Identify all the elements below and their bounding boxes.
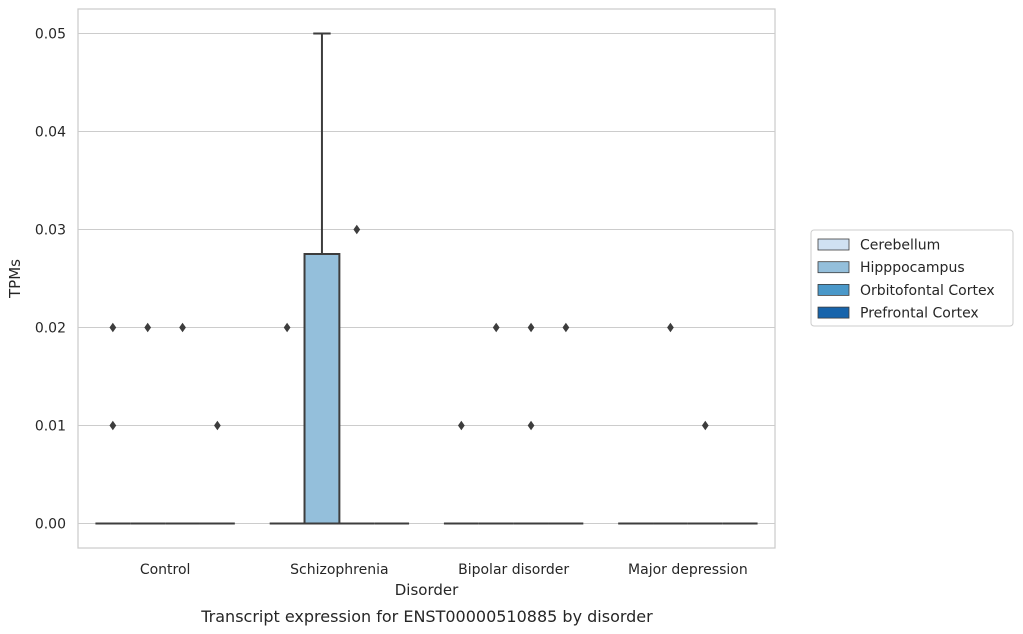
legend-frame [810,229,1014,327]
legend-swatch-cerebellum [817,238,850,251]
legend-label-cerebellum: Cerebellum [860,238,940,254]
y-tick-label: 0.04 [35,125,66,141]
chart-caption: Transcript expression for ENST0000051088… [200,607,653,626]
y-tick-label: 0.01 [35,419,66,435]
outlier-point [353,224,361,235]
box-control-cerebellum [95,322,131,525]
x-tick-label: Major depression [628,562,748,578]
box-bipolar-disorder-orbitofontal-cortex [513,322,549,525]
plot-frame [77,8,776,549]
legend-swatch-orbitofontal-cortex [817,283,850,296]
box-bipolar-disorder-prefrontal-cortex [548,322,584,525]
x-tick-label: Control [140,562,191,578]
outlier-point [109,322,117,333]
outlier-point [527,420,535,431]
outlier-point [527,322,535,333]
legend-label-orbitofontal-cortex: Orbitofontal Cortex [860,283,995,299]
outlier-point [214,420,221,431]
box-schizophrenia-orbitofontal-cortex [339,224,375,525]
box-control-orbitofontal-cortex [165,322,200,525]
outlier-point [667,322,674,333]
box-bipolar-disorder-hipppocampus [478,322,514,525]
box-major-depression-hipppocampus [653,322,688,525]
outlier-point [562,322,570,333]
outlier-point [492,322,500,333]
outlier-point [109,420,117,431]
legend-swatch-prefrontal-cortex [817,306,850,319]
legend-label-prefrontal-cortex: Prefrontal Cortex [860,306,979,322]
box-body [303,253,341,525]
outlier-point [283,322,291,333]
x-axis-label: Disorder [395,581,459,599]
y-axis-ticks: 0.00 0.01 0.02 0.03 0.04 0.05 [35,27,66,533]
y-tick-label: 0.03 [35,223,66,239]
y-tick-label: 0.00 [35,517,66,533]
box-control-hipppocampus [130,322,166,525]
outlier-point [179,322,186,333]
outlier-point [701,420,709,431]
gridlines [78,32,775,525]
y-axis-label: TPMs [6,259,24,299]
outlier-point [457,420,465,431]
legend: Cerebellum Hipppocampus Orbitofontal Corte… [810,229,1014,327]
y-tick-label: 0.02 [35,321,66,337]
box-schizophrenia-cerebellum [269,322,305,525]
x-axis-ticks: Control Schizophrenia Bipolar disorder Majo… [140,562,748,578]
legend-label-hipppocampus: Hipppocampus [860,260,965,276]
box-schizophrenia-hipppocampus [303,32,341,525]
outlier-point [144,322,152,333]
x-tick-label: Bipolar disorder [458,562,569,578]
x-tick-label: Schizophrenia [290,562,388,578]
y-tick-label: 0.05 [35,27,66,43]
box-major-depression-orbitofontal-cortex [687,420,723,525]
box-control-prefrontal-cortex [199,420,235,525]
legend-swatch-hipppocampus [817,261,850,274]
box-bipolar-disorder-cerebellum [443,420,479,525]
plot-area [95,32,758,525]
